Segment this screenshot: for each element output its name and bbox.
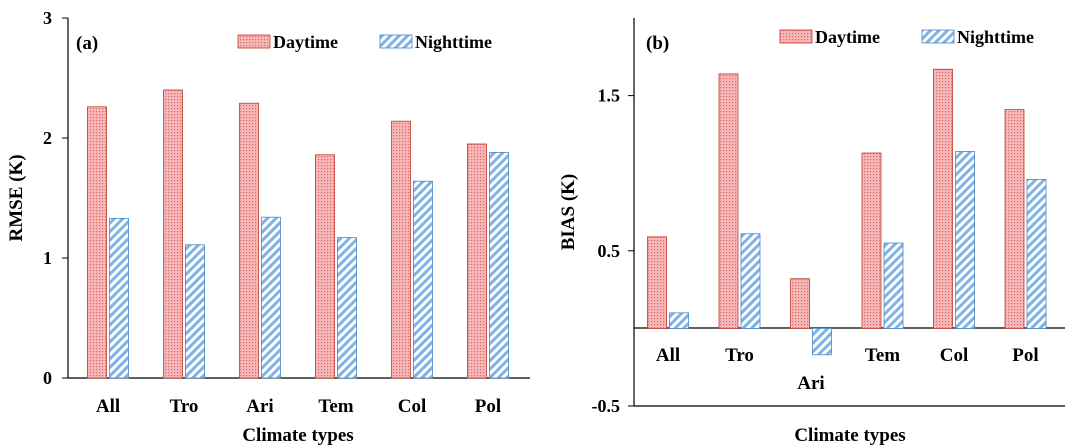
daytime-bar-all [87, 106, 107, 379]
daytime-bar-col [933, 68, 953, 329]
nighttime-bar-tro [185, 244, 205, 379]
x-tick-label-ari: Ari [797, 373, 824, 394]
legend-daytime-label: Daytime [273, 32, 338, 52]
y-tick-label: 2 [43, 128, 52, 148]
panel-b: -0.5 0.5 1.5 All Tro Ari Tem Col Pol (b) Daytim… [558, 18, 1065, 445]
x-tick-label-pol: Pol [1012, 345, 1038, 366]
legend-daytime-label: Daytime [815, 27, 880, 47]
daytime-bar-ari [239, 102, 259, 379]
x-tick-label-col: Col [940, 345, 969, 366]
y-tick-label: -0.5 [592, 396, 621, 416]
panel-a-legend: Daytime Nighttime [237, 32, 492, 52]
daytime-bar-col [391, 120, 411, 379]
x-tick-label-all: All [656, 345, 680, 366]
x-tick-label-tro: Tro [170, 396, 199, 417]
nighttime-bar-tro [740, 233, 761, 329]
legend-daytime-swatch [779, 29, 813, 44]
x-tick-label-pol: Pol [475, 396, 501, 417]
nighttime-bar-col [413, 180, 433, 379]
panel-a-label: (a) [76, 33, 98, 54]
x-tick-label-tem: Tem [318, 396, 353, 417]
legend-nighttime-swatch [921, 29, 955, 44]
x-tick-label-ari: Ari [246, 396, 273, 417]
nighttime-bar-tem [337, 237, 357, 379]
panel-b-xlabel: Climate types [794, 425, 905, 445]
daytime-bar-pol [467, 143, 487, 379]
panel-a: 0 1 2 3 All Tro Ari Tem Col Pol (a) Daytime Nigh… [6, 8, 530, 445]
y-tick-label: 3 [43, 8, 52, 28]
daytime-bar-pol [1004, 109, 1025, 329]
nighttime-bar-col [955, 151, 975, 329]
x-tick-label-all: All [96, 396, 120, 417]
legend-daytime-swatch [237, 34, 271, 49]
x-tick-label-tem: Tem [865, 345, 900, 366]
legend-nighttime-swatch [379, 34, 413, 49]
nighttime-bar-all [109, 217, 129, 379]
daytime-bar-all [647, 236, 667, 329]
y-tick-label: 1 [43, 248, 52, 268]
panel-b-ylabel: BIAS (K) [558, 174, 579, 251]
daytime-bar-tro [163, 89, 183, 379]
panel-a-xlabel: Climate types [242, 425, 353, 445]
x-tick-label-col: Col [398, 396, 427, 417]
panel-a-ylabel: RMSE (K) [6, 154, 27, 241]
nighttime-bar-all [669, 312, 689, 329]
x-tick-label-tro: Tro [725, 345, 754, 366]
nighttime-bar-tem [883, 242, 904, 329]
nighttime-bar-ari [261, 216, 281, 379]
legend-nighttime-label: Nighttime [957, 27, 1034, 47]
panel-b-legend: Daytime Nighttime [779, 27, 1034, 47]
y-tick-label: 0.5 [598, 241, 621, 261]
daytime-bar-ari [790, 278, 810, 329]
y-tick-label: 0 [43, 368, 52, 388]
daytime-bar-tem [315, 154, 335, 379]
panel-b-label: (b) [646, 33, 669, 54]
nighttime-bar-ari [812, 327, 832, 356]
nighttime-bar-pol [1026, 179, 1047, 329]
daytime-bar-tro [718, 73, 739, 329]
legend-nighttime-label: Nighttime [415, 32, 492, 52]
nighttime-bar-pol [489, 151, 509, 379]
daytime-bar-tem [861, 152, 882, 329]
y-tick-label: 1.5 [598, 86, 621, 106]
